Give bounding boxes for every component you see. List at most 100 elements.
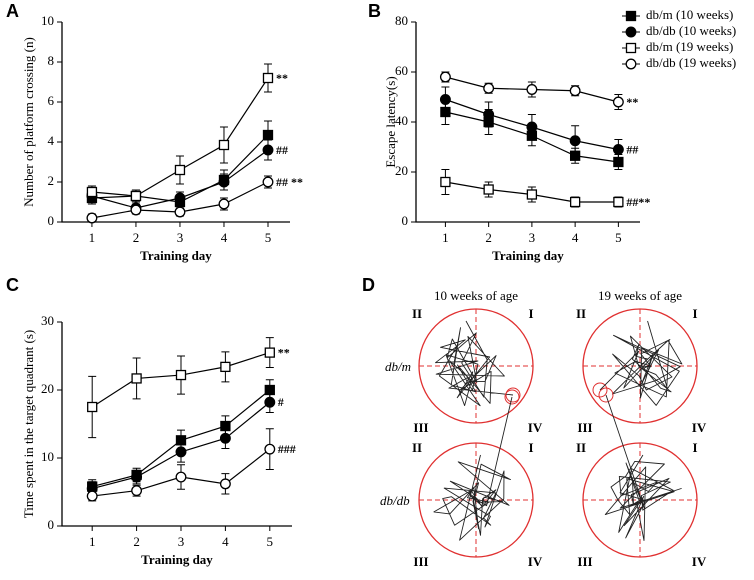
x-tick-label: 2 (485, 230, 492, 245)
marker (612, 96, 624, 108)
y-tick-label: 0 (48, 213, 55, 228)
marker (483, 82, 495, 94)
marker (613, 196, 624, 208)
marker (174, 206, 186, 218)
quadrant-label: IV (692, 420, 707, 435)
swim-path (435, 320, 514, 407)
legend-label: db/db (19 weeks) (646, 55, 736, 70)
x-tick-label: 4 (222, 534, 229, 549)
quadrant-label: IV (692, 554, 707, 569)
row-label: db/m (385, 359, 411, 374)
significance-label: ** (626, 95, 638, 109)
significance-label: ### (278, 442, 296, 456)
marker (264, 396, 276, 408)
marker (439, 71, 451, 83)
y-tick-label: 0 (402, 213, 409, 228)
marker (130, 204, 142, 216)
x-tick-label: 5 (267, 534, 274, 549)
legend-marker (625, 58, 637, 70)
panel-d: D 10 weeks of age 19 weeks of age db/m d… (362, 275, 707, 569)
quadrant-label: IV (528, 554, 543, 569)
x-tick-label: 3 (178, 534, 185, 549)
marker (131, 471, 143, 483)
marker (86, 186, 98, 198)
significance-label: ## ** (276, 175, 303, 189)
x-tick-label: 4 (572, 230, 579, 245)
marker (483, 184, 494, 195)
y-tick-label: 2 (48, 173, 55, 188)
marker (526, 189, 538, 200)
platform (505, 387, 521, 403)
marker (569, 85, 581, 97)
marker (526, 121, 538, 133)
quadrant-label: II (576, 306, 586, 321)
marker (130, 190, 142, 202)
x-tick-label: 1 (442, 230, 449, 245)
marker (262, 72, 274, 84)
quadrant-label: III (413, 554, 428, 569)
legend-label: db/m (19 weeks) (646, 39, 733, 54)
marker (439, 94, 451, 105)
panel-letter: C (6, 275, 19, 295)
y-axis-label: Number of platform crossing (n) (21, 37, 36, 207)
platform (504, 389, 520, 405)
marker (483, 109, 495, 120)
quadrant-label: I (528, 306, 533, 321)
x-axis-label: Training day (140, 248, 212, 263)
marker (612, 144, 624, 155)
marker (218, 176, 230, 188)
significance-label: ## (276, 143, 288, 157)
marker (569, 135, 581, 147)
marker (86, 490, 98, 502)
y-tick-label: 4 (48, 133, 55, 148)
x-tick-label: 1 (89, 534, 96, 549)
y-tick-label: 10 (41, 449, 54, 464)
y-tick-label: 40 (395, 113, 408, 128)
platform (592, 382, 608, 398)
y-tick-label: 0 (48, 517, 55, 532)
panel-letter: D (362, 275, 375, 295)
legend-marker (625, 10, 637, 22)
y-tick-label: 20 (41, 381, 54, 396)
x-tick-label: 5 (265, 230, 272, 245)
y-tick-label: 80 (395, 13, 408, 28)
marker (131, 373, 142, 384)
y-axis-label: Escape latency(s) (383, 76, 398, 167)
y-tick-label: 30 (41, 313, 54, 328)
swim-path (599, 320, 683, 406)
marker (174, 192, 186, 204)
marker (262, 129, 274, 141)
significance-label: # (278, 395, 284, 409)
quadrant-label: III (577, 420, 592, 435)
panel-letter: A (6, 1, 19, 21)
x-tick-label: 5 (615, 230, 622, 245)
marker (175, 446, 187, 458)
x-tick-label: 4 (221, 230, 228, 245)
significance-label: ** (278, 345, 290, 359)
marker (262, 144, 274, 156)
quadrant-label: I (692, 306, 697, 321)
marker (87, 401, 98, 413)
x-tick-label: 2 (133, 230, 140, 245)
platform (598, 387, 614, 403)
y-tick-label: 10 (41, 13, 54, 28)
row-label: db/db (380, 493, 410, 508)
quadrant-label: II (412, 306, 422, 321)
legend-label: db/m (10 weeks) (646, 7, 733, 22)
marker (131, 485, 143, 497)
legend-marker (625, 42, 637, 54)
quadrant-label: IV (528, 420, 543, 435)
y-axis-label: Time spent in the target quadrant (s) (21, 330, 36, 518)
y-tick-label: 8 (48, 53, 55, 68)
quadrant-divider (419, 309, 533, 423)
legend-label: db/db (10 weeks) (646, 23, 736, 38)
quadrant-divider (419, 443, 533, 557)
marker (218, 139, 230, 151)
marker (569, 196, 581, 208)
quadrant-label: III (413, 420, 428, 435)
quadrant-label: II (576, 440, 586, 455)
x-tick-label: 3 (177, 230, 184, 245)
marker (264, 347, 275, 358)
quadrant-label: I (692, 440, 697, 455)
significance-label: ** (276, 71, 288, 85)
